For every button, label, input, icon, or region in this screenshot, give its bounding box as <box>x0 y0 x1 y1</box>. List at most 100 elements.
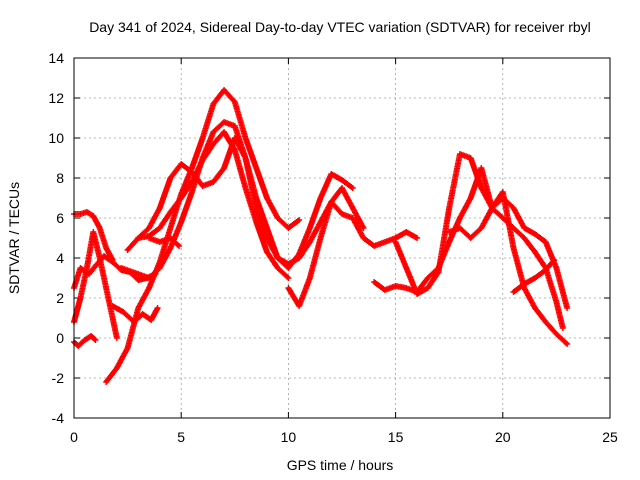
data-point <box>480 226 483 230</box>
data-point <box>94 264 97 268</box>
y-tick-label: -2 <box>52 370 65 386</box>
data-point <box>276 266 279 270</box>
data-point <box>169 226 172 230</box>
data-point <box>92 214 95 218</box>
data-point <box>98 226 101 230</box>
data-point <box>201 136 204 140</box>
data-marks <box>71 87 571 385</box>
series-arc-8 <box>135 135 421 267</box>
data-point <box>351 216 354 220</box>
data-point <box>383 240 387 244</box>
data-point <box>501 190 504 194</box>
x-tick-label: 5 <box>177 429 185 445</box>
data-point <box>79 212 82 216</box>
data-point <box>330 200 333 204</box>
data-point <box>362 226 365 230</box>
data-point <box>265 196 269 200</box>
data-point <box>147 226 151 230</box>
data-point <box>297 218 301 222</box>
data-point <box>458 216 462 220</box>
data-point <box>372 280 376 284</box>
series-arc-10 <box>146 235 183 249</box>
data-point <box>255 206 258 210</box>
data-point <box>122 310 125 314</box>
data-point <box>512 226 515 230</box>
y-tick-label: 6 <box>56 210 64 226</box>
data-point <box>212 142 215 146</box>
data-point <box>132 320 136 324</box>
series-arc-11 <box>285 185 367 309</box>
data-point <box>265 250 269 254</box>
data-point <box>319 196 322 200</box>
data-point <box>233 148 236 152</box>
data-point <box>137 278 140 282</box>
data-point <box>141 312 144 316</box>
data-point <box>169 210 172 214</box>
data-point <box>111 316 114 320</box>
data-point <box>394 236 397 240</box>
series-arc-5 <box>103 87 303 385</box>
data-point <box>287 276 290 280</box>
data-point <box>555 300 558 304</box>
data-point <box>147 286 151 290</box>
y-tick-label: 4 <box>56 250 64 266</box>
y-axis-label: SDTVAR / TECUs <box>6 182 22 294</box>
series-arc-14 <box>446 189 571 347</box>
y-tick-label: 10 <box>48 130 64 146</box>
data-point <box>533 306 537 310</box>
data-point <box>222 130 226 134</box>
y-tick-label: 8 <box>56 170 64 186</box>
series-arc-13 <box>392 151 566 331</box>
data-point <box>190 166 194 170</box>
data-point <box>448 240 451 244</box>
data-point <box>212 102 215 106</box>
y-tick-label: 14 <box>48 50 64 66</box>
data-point <box>469 196 472 200</box>
tick-labels: 0 5 10 15 20 25 -4 -2 0 2 4 6 8 10 12 14 <box>48 50 618 445</box>
data-point <box>448 206 451 210</box>
data-point <box>448 230 451 234</box>
data-point <box>426 276 429 280</box>
data-point <box>544 268 547 272</box>
y-tick-label: 12 <box>48 90 64 106</box>
x-axis-label: GPS time / hours <box>287 457 394 473</box>
data-point <box>287 262 290 266</box>
data-point <box>89 334 93 338</box>
data-point <box>287 266 290 270</box>
data-point <box>319 236 322 240</box>
data-point <box>415 236 419 240</box>
data-point <box>201 158 204 162</box>
data-point <box>190 190 194 194</box>
data-point <box>405 286 408 290</box>
series-arc-4 <box>71 333 99 349</box>
data-point <box>340 186 344 190</box>
data-point <box>102 254 106 258</box>
data-point <box>169 246 172 250</box>
data-point <box>287 226 290 230</box>
data-point <box>158 266 161 270</box>
data-point <box>512 246 515 250</box>
data-point <box>177 244 181 248</box>
data-point <box>190 180 194 184</box>
data-point <box>244 136 247 140</box>
data-point <box>158 240 161 244</box>
x-tick-label: 0 <box>70 429 78 445</box>
data-point <box>77 344 80 348</box>
data-point <box>512 290 515 294</box>
data-point <box>351 206 354 210</box>
data-point <box>180 220 183 224</box>
data-point <box>308 240 312 244</box>
data-point <box>523 282 526 286</box>
data-point <box>137 236 140 240</box>
data-point <box>180 196 183 200</box>
data-point <box>147 276 151 280</box>
data-point <box>372 244 376 248</box>
data-point <box>405 230 408 234</box>
data-point <box>565 306 569 310</box>
data-point <box>190 170 194 174</box>
data-point <box>469 236 472 240</box>
data-point <box>523 226 526 230</box>
data-point <box>533 232 537 236</box>
data-point <box>79 296 82 300</box>
data-point <box>553 258 556 262</box>
